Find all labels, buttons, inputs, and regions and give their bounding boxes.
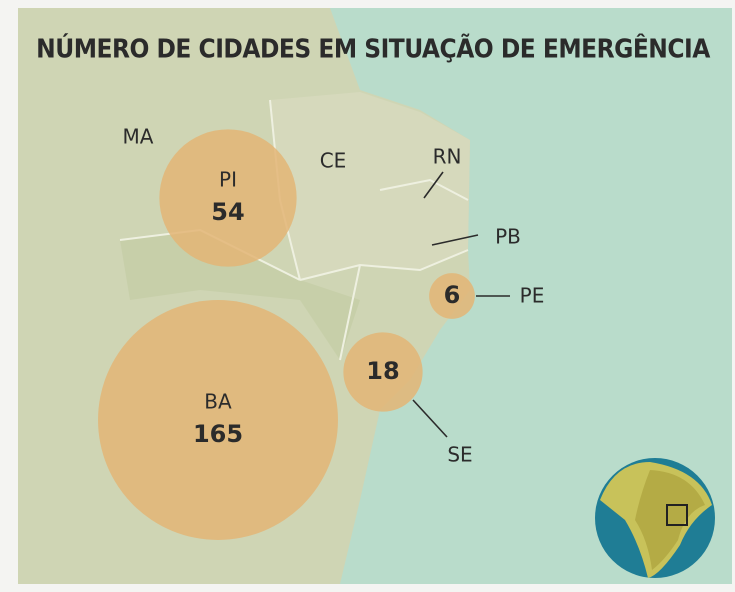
state-label: PB bbox=[495, 225, 521, 249]
bubble bbox=[429, 273, 475, 319]
bubble bbox=[343, 332, 423, 412]
state-label: PE bbox=[520, 284, 545, 308]
bubble bbox=[159, 129, 297, 267]
state-label: SE bbox=[447, 443, 472, 467]
land-ne bbox=[270, 92, 470, 280]
map-title: NÚMERO DE CIDADES EM SITUAÇÃO DE EMERGÊN… bbox=[36, 33, 710, 65]
bubble bbox=[98, 300, 338, 540]
leader-line bbox=[412, 399, 448, 438]
leader-line bbox=[423, 171, 444, 199]
bubble-value: 54 bbox=[211, 198, 244, 226]
bubble-value: 6 bbox=[444, 281, 461, 309]
bubble-name: BA bbox=[204, 390, 232, 414]
leader-line bbox=[431, 234, 479, 246]
globe bbox=[595, 458, 715, 578]
bubble-value: 18 bbox=[366, 357, 399, 385]
state-label: RN bbox=[433, 145, 462, 169]
state-label: MA bbox=[123, 125, 154, 149]
state-label: CE bbox=[320, 149, 347, 173]
land-border bbox=[120, 230, 360, 360]
bubble-value: 165 bbox=[193, 420, 243, 448]
bubble-layer bbox=[98, 129, 475, 540]
bubble-name: PI bbox=[219, 168, 237, 192]
